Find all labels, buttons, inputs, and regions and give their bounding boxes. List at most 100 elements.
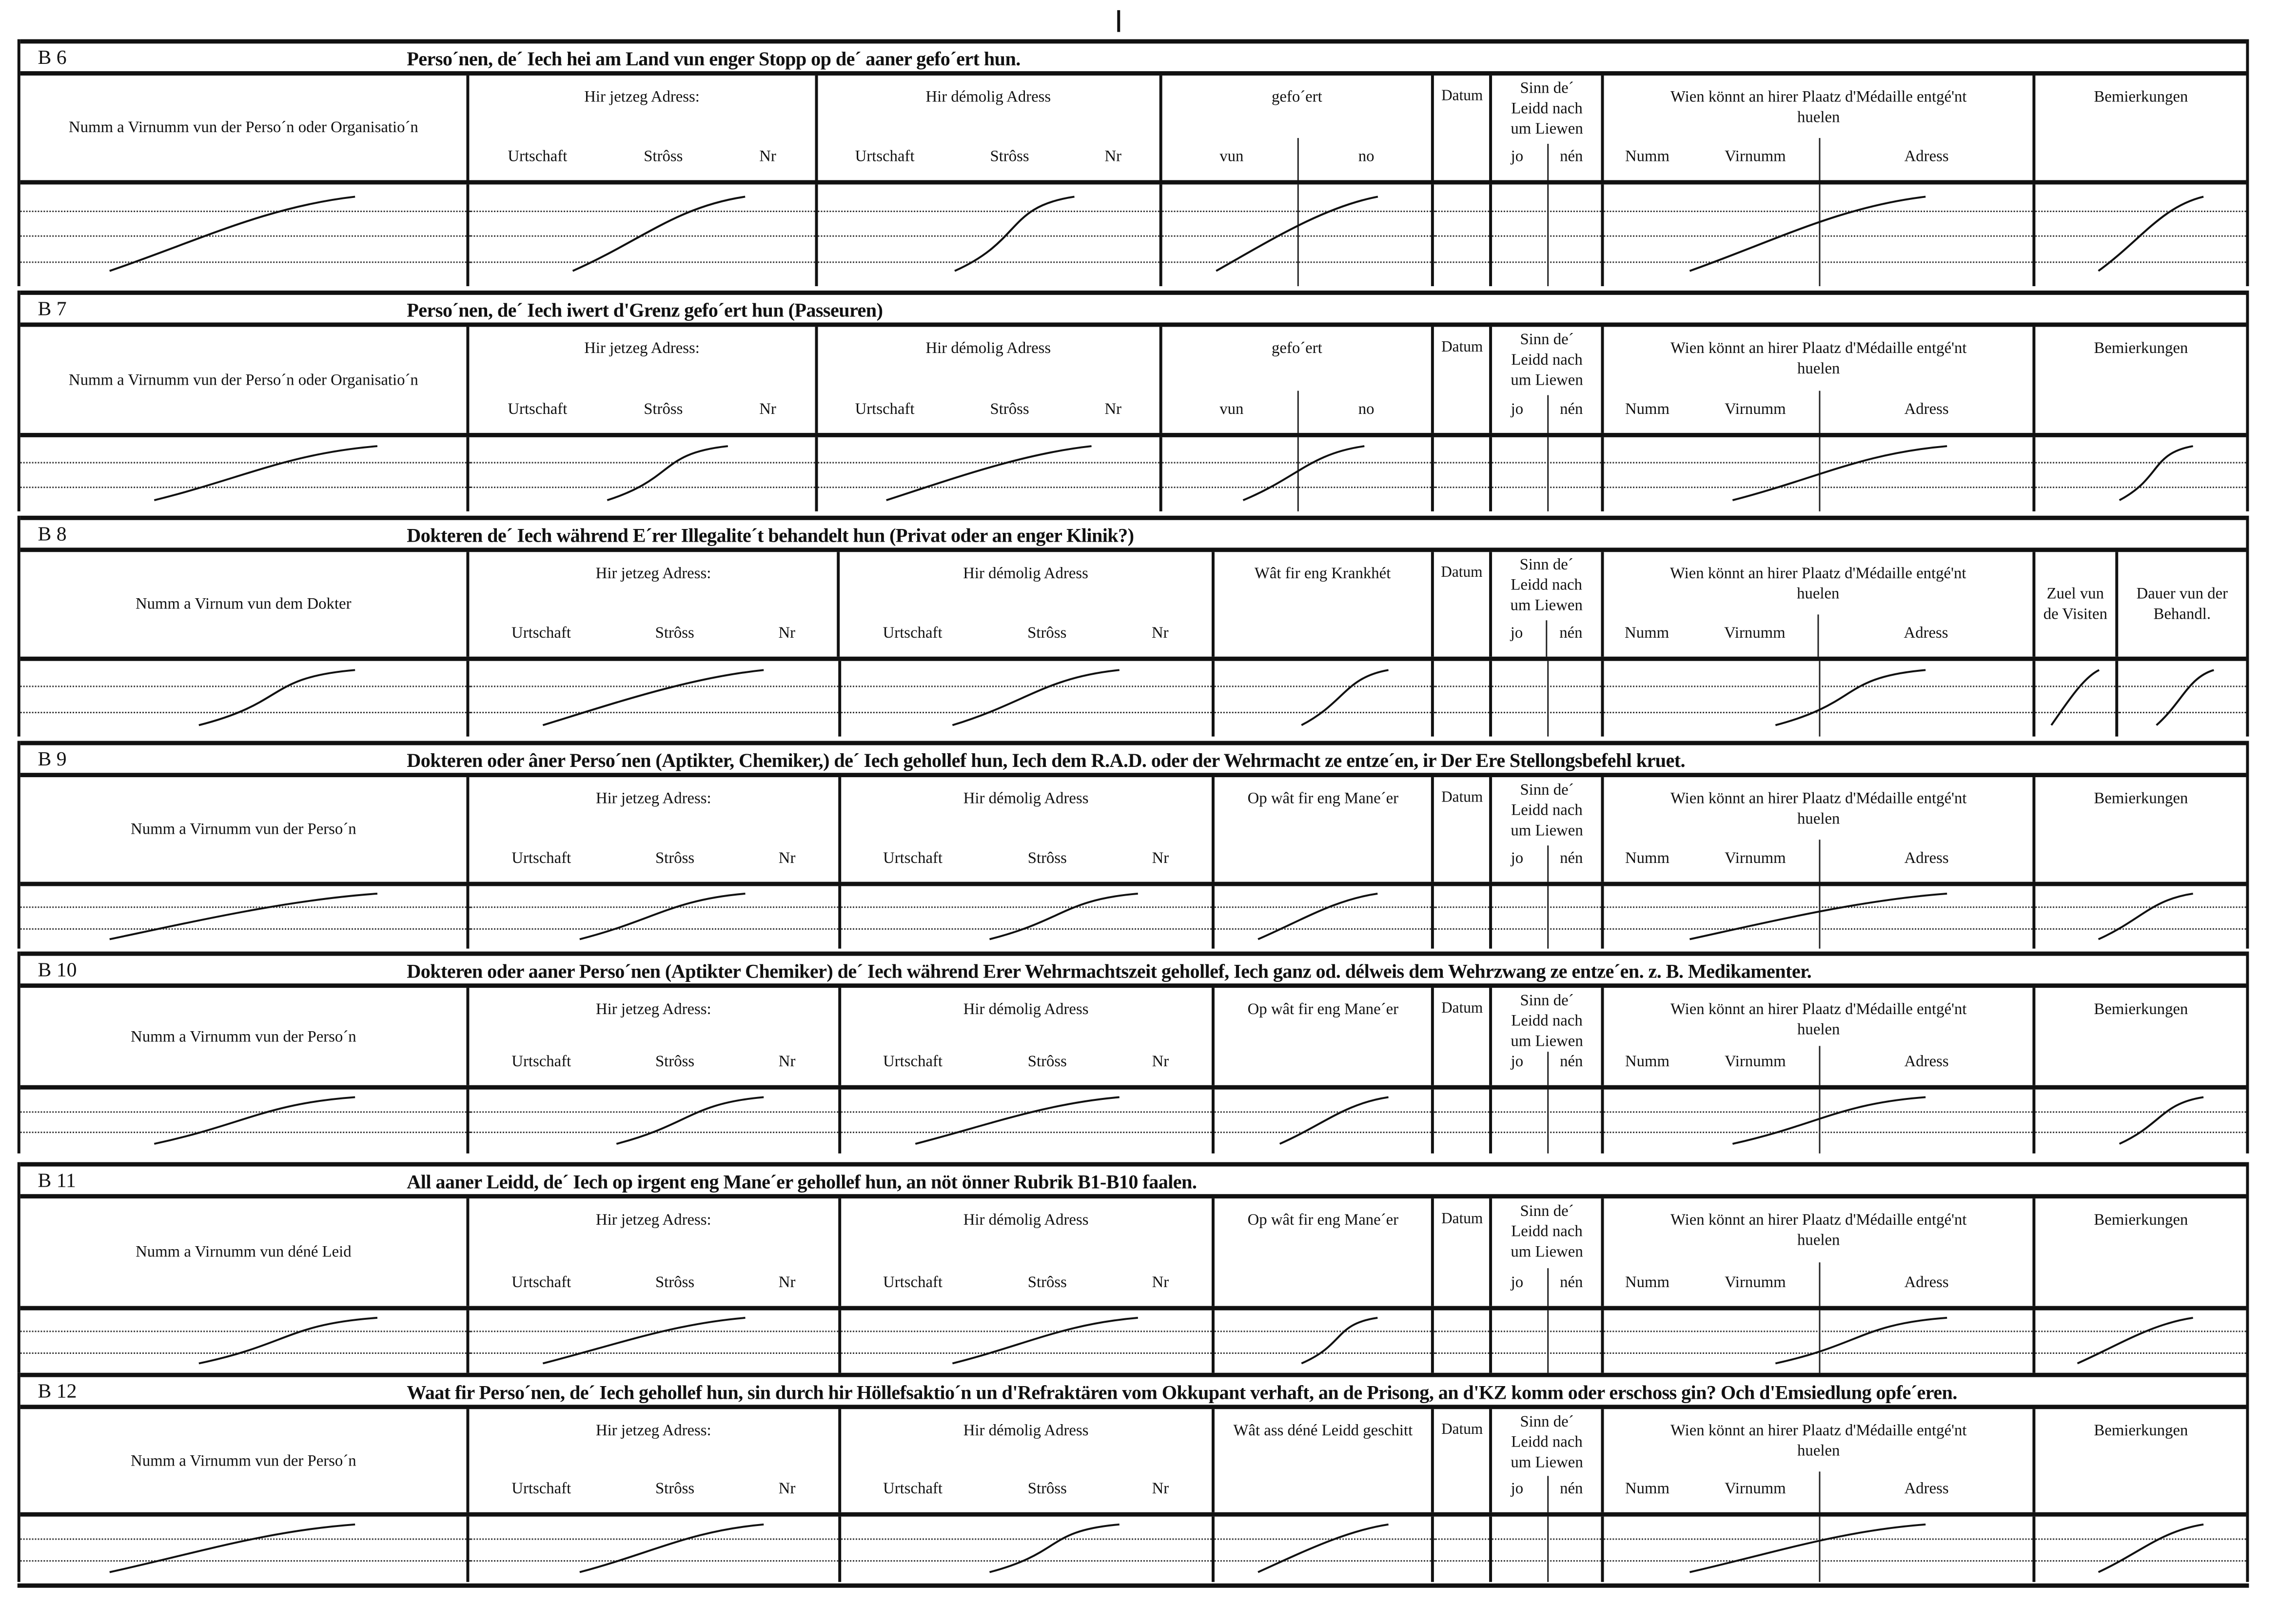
- entry-cell[interactable]: [469, 184, 818, 286]
- section-title-row: B 11 All aaner Leidd, de´ Iech op irgent…: [20, 1162, 2246, 1194]
- entry-cell[interactable]: [1214, 1310, 1435, 1373]
- entry-cell[interactable]: [1492, 1516, 1604, 1582]
- section-label: B 9: [38, 749, 67, 772]
- col4-header-text: gefo´ert: [1271, 340, 1322, 357]
- entry-cell[interactable]: [1604, 886, 2036, 949]
- handwritten-strike-mark: [607, 445, 728, 501]
- entry-cell[interactable]: [469, 437, 818, 511]
- sub-town: Urtschaft: [511, 850, 571, 867]
- entry-cell[interactable]: [2036, 437, 2246, 511]
- entry-cell[interactable]: [840, 886, 1215, 949]
- handwritten-strike-mark: [951, 669, 1119, 726]
- sub-street: Strôss: [1027, 1053, 1067, 1071]
- medal-header-text: Wien könnt an hirer Plaatz d'Médaille en…: [1670, 88, 1967, 127]
- entry-cell[interactable]: [469, 1516, 841, 1582]
- address-header-text: Hir jetzeg Adress:: [596, 1211, 711, 1229]
- entry-cell[interactable]: [2036, 184, 2246, 286]
- sub-number: Nr: [778, 1053, 796, 1071]
- section-b7: B 7 Perso´nen, de´ Iech iwert d'Grenz ge…: [17, 290, 2249, 511]
- entry-row[interactable]: [20, 1085, 2246, 1154]
- entry-cell[interactable]: [1492, 1310, 1604, 1373]
- entry-cell[interactable]: [1214, 661, 1435, 737]
- entry-cell[interactable]: [1604, 1089, 2036, 1154]
- sub-number: Nr: [759, 148, 776, 166]
- entry-cell[interactable]: [817, 437, 1162, 511]
- entry-cell[interactable]: [1162, 437, 1435, 511]
- sub-street: Strôss: [1027, 1274, 1067, 1291]
- entry-cell[interactable]: [1492, 184, 1604, 286]
- entry-cell[interactable]: [2036, 886, 2246, 949]
- sub-yes: jo: [1511, 1053, 1524, 1071]
- entry-cell[interactable]: [20, 437, 470, 511]
- entry-row[interactable]: [20, 432, 2246, 511]
- name-header-text: Numm a Virnumm vun der Perso´n: [131, 1028, 356, 1045]
- entry-cell[interactable]: [2036, 1090, 2246, 1154]
- entry-cell[interactable]: [840, 1516, 1215, 1582]
- entry-row[interactable]: [20, 656, 2246, 737]
- header-current-address: Hir jetzeg Adress: Urtschaft Strôss Nr: [470, 777, 841, 882]
- sub-street: Strôss: [655, 1053, 695, 1071]
- entry-cell[interactable]: [2036, 661, 2119, 737]
- entry-cell[interactable]: [2036, 1311, 2246, 1373]
- entry-cell[interactable]: [469, 886, 841, 949]
- entry-cell[interactable]: [1604, 1516, 2036, 1582]
- page-mark: [1117, 10, 1120, 32]
- entry-cell[interactable]: [1434, 437, 1493, 511]
- entry-cell[interactable]: [1214, 1089, 1435, 1154]
- entry-cell[interactable]: [20, 661, 470, 737]
- entry-row[interactable]: [20, 881, 2246, 949]
- entry-cell[interactable]: [2118, 661, 2246, 737]
- entry-cell[interactable]: [840, 661, 1215, 737]
- entry-cell[interactable]: [1492, 661, 1604, 737]
- entry-cell[interactable]: [20, 184, 470, 286]
- sub-yes: jo: [1511, 850, 1524, 867]
- medal-header-text: Wien könnt an hirer Plaatz d'Médaille en…: [1670, 1211, 1967, 1250]
- entry-cell[interactable]: [469, 1089, 841, 1154]
- sub-number: Nr: [1151, 625, 1169, 642]
- sub-to: no: [1358, 148, 1375, 166]
- entry-cell[interactable]: [1434, 661, 1493, 737]
- header-current-address: Hir jetzeg Adress: Urtschaft Strôss Nr: [470, 1198, 841, 1306]
- entry-cell[interactable]: [20, 1310, 470, 1373]
- entry-cell[interactable]: [1214, 886, 1435, 949]
- entry-cell[interactable]: [1492, 437, 1604, 511]
- entry-cell[interactable]: [2036, 1517, 2246, 1582]
- entry-cell[interactable]: [840, 1310, 1215, 1373]
- entry-row[interactable]: [20, 1512, 2246, 1582]
- entry-cell[interactable]: [1434, 886, 1493, 949]
- sub-to: no: [1358, 401, 1375, 419]
- entry-cell[interactable]: [1434, 1310, 1493, 1373]
- sub-yes: jo: [1511, 401, 1524, 419]
- entry-cell[interactable]: [20, 886, 470, 949]
- sub-town: Urtschaft: [855, 148, 915, 166]
- entry-cell[interactable]: [1492, 1089, 1604, 1154]
- remarks-header-text: Bemierkungen: [2094, 790, 2188, 808]
- entry-cell[interactable]: [1604, 437, 2036, 511]
- entry-cell[interactable]: [469, 661, 841, 737]
- entry-cell[interactable]: [817, 184, 1162, 286]
- entry-cell[interactable]: [20, 1516, 470, 1582]
- header-medal: Wien könnt an hirer Plaatz d'Médaille en…: [1604, 988, 2036, 1085]
- entry-cell[interactable]: [1604, 184, 2036, 286]
- entry-cell[interactable]: [1434, 184, 1493, 286]
- entry-cell[interactable]: [469, 1310, 841, 1373]
- section-b6: B 6 Perso´nen, de´ Iech hei am Land vun …: [17, 39, 2249, 286]
- entry-cell[interactable]: [1604, 1310, 2036, 1373]
- handwritten-strike-mark: [885, 445, 1091, 501]
- entry-cell[interactable]: [1604, 661, 2036, 737]
- entry-cell[interactable]: [840, 1089, 1215, 1154]
- entry-cell[interactable]: [1492, 886, 1604, 949]
- entry-row[interactable]: [20, 180, 2246, 286]
- date-header-text: Datum: [1441, 88, 1483, 105]
- entry-cell[interactable]: [1434, 1516, 1493, 1582]
- handwritten-strike-mark: [198, 1317, 378, 1365]
- sub-wrap: Numm: [1604, 1480, 1690, 1498]
- entry-cell[interactable]: [1434, 1089, 1493, 1154]
- handwritten-strike-mark: [1300, 1317, 1378, 1365]
- entry-cell[interactable]: [20, 1089, 470, 1154]
- entry-cell[interactable]: [1214, 1516, 1435, 1582]
- remarks-header-text: Bemierkungen: [2094, 1422, 2188, 1440]
- sub-address: Adress: [1904, 625, 1948, 642]
- entry-cell[interactable]: [1162, 184, 1435, 286]
- entry-row[interactable]: [20, 1306, 2246, 1373]
